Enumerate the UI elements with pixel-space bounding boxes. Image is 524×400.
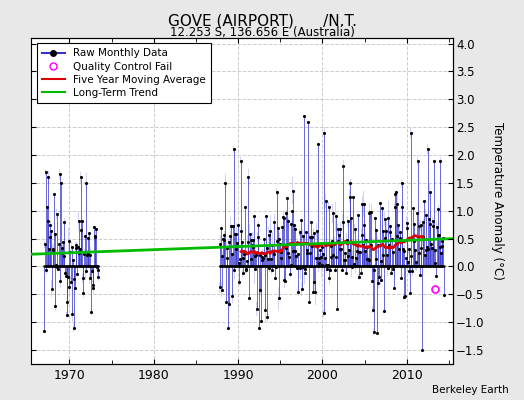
Legend: Raw Monthly Data, Quality Control Fail, Five Year Moving Average, Long-Term Tren: Raw Monthly Data, Quality Control Fail, …: [37, 43, 211, 103]
Text: 12.253 S, 136.656 E (Australia): 12.253 S, 136.656 E (Australia): [170, 26, 354, 39]
Y-axis label: Temperature Anomaly (°C): Temperature Anomaly (°C): [491, 122, 504, 280]
Text: Berkeley Earth: Berkeley Earth: [432, 385, 508, 395]
Text: GOVE (AIRPORT)      /N.T.: GOVE (AIRPORT) /N.T.: [168, 14, 356, 29]
